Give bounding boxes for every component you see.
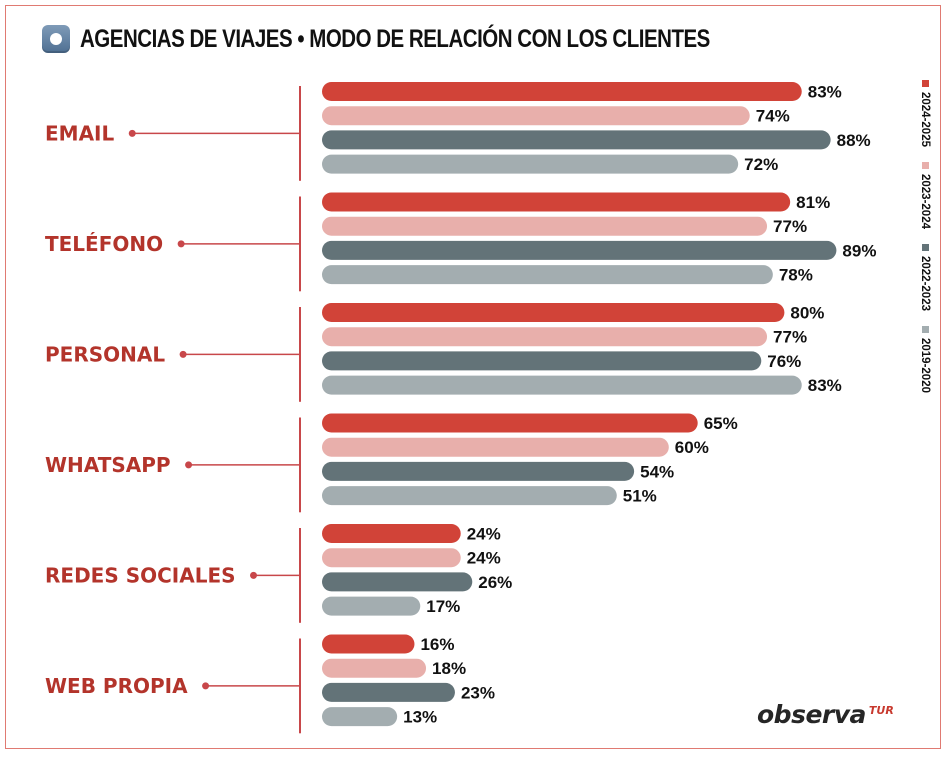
bar-2023-2024 (322, 327, 768, 347)
legend-label-2019-2020: 2019-2020 (919, 338, 931, 393)
value-label: 26% (478, 573, 512, 592)
connector-dot (128, 129, 136, 137)
bar-2024-2025 (322, 82, 802, 101)
bar-2019-2020 (322, 596, 421, 616)
value-label: 78% (779, 266, 813, 285)
value-label: 24% (467, 525, 501, 544)
observatur-logo: observa TUR (757, 700, 894, 729)
chart-title: AGENCIAS DE VIAJES • MODO DE RELACIÓN CO… (80, 24, 710, 53)
bar-2019-2020 (322, 486, 617, 506)
value-label: 88% (837, 131, 871, 150)
logo-sub-text: TUR (868, 704, 894, 717)
category-label: WHATSAPP (45, 453, 171, 477)
value-label: 80% (790, 304, 824, 323)
legend-swatch-2024-2025 (922, 80, 929, 87)
category-group-web-propia: WEB PROPIA 16% 18% 23% 13% (45, 634, 495, 734)
rounded-square-dot-icon (42, 25, 70, 53)
category-group-personal: PERSONAL 80% 77% 76% 83% (45, 303, 842, 402)
legend-label-2024-2025: 2024-2025 (919, 92, 931, 148)
title-row: AGENCIAS DE VIAJES • MODO DE RELACIÓN CO… (42, 22, 848, 56)
category-label: TELÉFONO (45, 232, 163, 256)
value-label: 83% (808, 83, 842, 102)
bar-2024-2025 (322, 524, 461, 543)
legend: 2024-2025 2023-2024 2022-2023 2019-2020 (919, 80, 931, 393)
category-label: WEB PROPIA (45, 674, 188, 698)
value-label: 77% (773, 217, 807, 236)
legend-swatch-2022-2023 (922, 244, 929, 251)
bar-2023-2024 (322, 106, 750, 126)
logo-main-text: observa (757, 700, 866, 729)
bar-2024-2025 (322, 413, 698, 433)
category-label: REDES SOCIALES (45, 563, 236, 587)
value-label: 54% (640, 462, 674, 481)
bar-2022-2023 (322, 130, 831, 150)
value-label: 76% (767, 352, 801, 371)
bar-2023-2024 (322, 658, 427, 678)
chart-frame (5, 5, 941, 749)
value-label: 51% (623, 487, 657, 506)
bar-2022-2023 (322, 240, 837, 260)
category-group-redes-sociales: REDES SOCIALES 24% 24% 26% 17% (45, 524, 512, 623)
category-group-teléfono: TELÉFONO 81% 77% 89% 78% (45, 192, 876, 292)
legend-label-2022-2023: 2022-2023 (919, 256, 931, 311)
bar-2023-2024 (322, 548, 461, 568)
bar-2022-2023 (322, 351, 762, 371)
connector-dot (179, 350, 187, 358)
bar-2019-2020 (322, 265, 773, 285)
connector-dot (177, 240, 185, 248)
connector-dot (185, 461, 193, 469)
value-label: 72% (744, 155, 778, 174)
category-label: PERSONAL (45, 342, 165, 366)
connector-dot (202, 682, 210, 690)
legend-label-2023-2024: 2023-2024 (919, 174, 931, 230)
value-label: 77% (773, 328, 807, 347)
bar-2024-2025 (322, 634, 415, 654)
value-label: 81% (796, 193, 830, 212)
category-group-whatsapp: WHATSAPP 65% 60%54% 51% (45, 413, 738, 513)
value-label: 24% (467, 549, 501, 568)
bar-2024-2025 (322, 192, 791, 212)
bar-2023-2024 (322, 216, 768, 236)
value-label: 89% (842, 241, 876, 260)
value-label: 17% (426, 597, 460, 616)
category-group-email: EMAIL 83% 74% 88% 72% (45, 82, 871, 181)
bar-2023-2024 (322, 437, 669, 457)
value-label: 13% (403, 708, 437, 727)
value-label: 18% (432, 659, 466, 678)
category-label: EMAIL (45, 121, 114, 145)
value-label: 65% (704, 414, 738, 433)
value-label: 60% (675, 438, 709, 457)
bar-2022-2023 (322, 461, 635, 481)
bar-2019-2020 (322, 154, 739, 174)
value-label: 16% (420, 635, 454, 654)
bar-2022-2023 (322, 682, 455, 702)
value-label: 23% (461, 683, 495, 702)
connector-dot (250, 571, 258, 579)
value-label: 74% (756, 107, 790, 126)
icon-dot (50, 33, 62, 45)
bar-2019-2020 (322, 375, 802, 395)
value-label: 83% (808, 376, 842, 395)
legend-swatch-2019-2020 (922, 326, 929, 333)
legend-swatch-2023-2024 (922, 162, 929, 169)
bar-2024-2025 (322, 303, 785, 322)
bar-2022-2023 (322, 572, 473, 592)
bar-2019-2020 (322, 707, 398, 727)
